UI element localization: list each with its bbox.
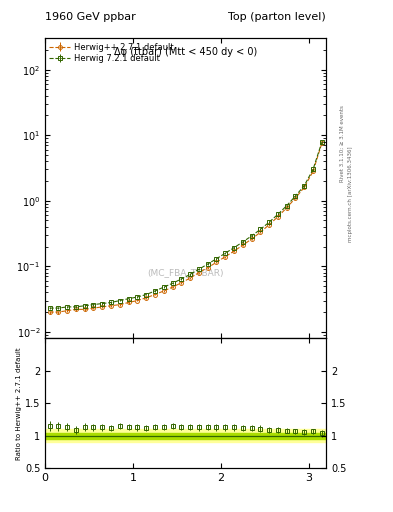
Y-axis label: Ratio to Herwig++ 2.7.1 default: Ratio to Herwig++ 2.7.1 default [16, 347, 22, 460]
Text: 1960 GeV ppbar: 1960 GeV ppbar [45, 11, 136, 22]
Text: Top (parton level): Top (parton level) [228, 11, 326, 22]
Legend: Herwig++ 2.7.1 default, Herwig 7.2.1 default: Herwig++ 2.7.1 default, Herwig 7.2.1 def… [48, 41, 175, 65]
Text: Rivet 3.1.10; ≥ 3.1M events: Rivet 3.1.10; ≥ 3.1M events [340, 105, 345, 182]
Text: (MC_FBA_TTBAR): (MC_FBA_TTBAR) [147, 268, 224, 276]
Text: Δφ (t̅tbar) (Mtt < 450 dy < 0): Δφ (t̅tbar) (Mtt < 450 dy < 0) [114, 48, 257, 57]
Text: mcplots.cern.ch [arXiv:1306.3436]: mcplots.cern.ch [arXiv:1306.3436] [348, 147, 353, 242]
